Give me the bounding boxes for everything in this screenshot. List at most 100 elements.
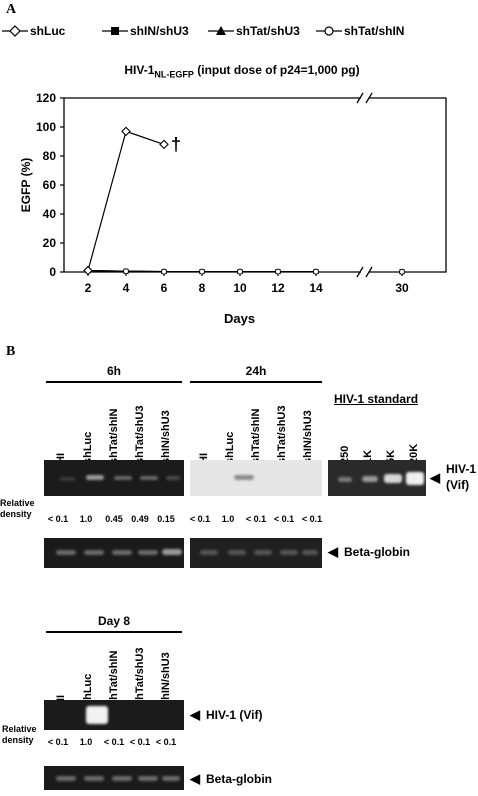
density-6h-shin-shu3: 0.15 <box>157 514 175 524</box>
gel-band <box>86 475 104 480</box>
group-rule-day8 <box>46 631 182 633</box>
lane-label-shin-shu3: shIN/shU3 <box>160 410 172 464</box>
data-point-shtat-shin <box>313 268 319 275</box>
x-tick-label: 6 <box>161 281 168 295</box>
arrow-icon: ◀ <box>190 707 200 722</box>
gel-band <box>138 776 158 781</box>
x-tick-label: 4 <box>123 281 130 295</box>
vif-label-line2: (Vif) <box>446 478 470 492</box>
gel-band <box>114 476 132 480</box>
hiv1-standard-title: HIV-1 standard <box>334 392 419 406</box>
data-point-shtat-shin <box>275 268 281 275</box>
relative-density-label: Relative density <box>0 498 35 520</box>
gel-band <box>384 474 402 483</box>
relative-density-line1: Relative <box>2 724 37 734</box>
relative-density-label-day8: Relative density <box>2 724 37 746</box>
dagger-mark: † <box>171 134 181 154</box>
lane-label-shtat-shin: shTat/shIN <box>250 408 262 464</box>
gel-vif-6h <box>44 460 184 496</box>
gel-band <box>140 476 158 480</box>
time-label-24h: 24h <box>245 364 267 378</box>
density-day8-hi: < 0.1 <box>47 737 69 747</box>
plot-frame <box>63 97 447 273</box>
axis-break-mark <box>365 266 373 278</box>
y-tick-label: 60 <box>43 178 57 192</box>
data-point-shtat-shin <box>399 268 405 275</box>
gel-band <box>406 472 424 485</box>
gel-beta-6h <box>44 538 184 568</box>
x-tick-label: 2 <box>85 281 92 295</box>
x-tick-label: 14 <box>309 281 323 295</box>
gel-band <box>86 706 108 724</box>
gel-band <box>362 476 378 482</box>
gel-vif-standard <box>328 460 426 496</box>
x-tick-label: 30 <box>395 281 409 295</box>
axis-break-mark <box>356 92 364 104</box>
density-6h-shtat-shin: 0.45 <box>105 514 123 524</box>
series-line-shluc <box>87 130 165 271</box>
y-tick-label: 100 <box>36 120 56 134</box>
gel-band <box>56 550 76 555</box>
density-day8-shtat-shin: < 0.1 <box>103 737 125 747</box>
density-day8-shin-shu3: < 0.1 <box>155 737 177 747</box>
density-24h-shin-shu3: < 0.1 <box>301 514 323 524</box>
arrow-icon: ◀ <box>430 470 440 485</box>
egfp-line-chart: 0 20 40 60 80 100 120 2 4 6 8 10 12 14 30 EGFP (%) † <box>19 91 447 295</box>
data-point-shluc <box>83 265 93 276</box>
gel-band <box>162 776 180 781</box>
relative-density-line1: Relative <box>0 498 35 508</box>
density-24h-shtat-shu3: < 0.1 <box>273 514 295 524</box>
group-rule-24h <box>190 381 322 383</box>
y-tick-label: 80 <box>43 149 57 163</box>
data-point-shtat-shin <box>237 268 243 275</box>
data-point-shtat-shin <box>199 268 205 275</box>
arrow-icon: ◀ <box>190 771 200 786</box>
time-label-6h: 6h <box>106 364 121 378</box>
gel-beta-24h <box>190 538 322 568</box>
chart-legend: shLuc shIN/shU3 shTat/shU3 shTat/shIN <box>2 24 472 40</box>
y-tick-label: 120 <box>36 91 56 105</box>
density-day8-shluc: 1.0 <box>79 737 93 747</box>
lane-label-shin-shu3: shIN/shU3 <box>160 652 172 706</box>
gel-band <box>280 550 298 555</box>
relative-density-line2: density <box>0 509 32 519</box>
gel-beta-day8 <box>44 766 184 790</box>
lane-label-shtat-shin: shTat/shIN <box>108 650 120 706</box>
group-rule-6h <box>46 381 182 383</box>
gel-band <box>112 776 132 781</box>
relative-density-line2: density <box>2 735 34 745</box>
filled-triangle-marker-icon <box>208 26 234 35</box>
y-tick-label: 20 <box>43 236 57 250</box>
gel-vif-24h <box>190 460 322 496</box>
chart-title: HIV-1NL-EGFP (input dose of p24=1,000 pg… <box>62 63 422 79</box>
lane-label-shtat-shu3: shTat/shU3 <box>134 647 146 706</box>
legend-label-shtat-shin: shTat/shIN <box>344 24 405 38</box>
gel-band <box>254 550 272 555</box>
panel-a-letter: A <box>6 2 17 17</box>
beta-globin-label-day8: Beta-globin <box>206 772 272 786</box>
density-6h-shluc: 1.0 <box>79 514 93 524</box>
gel-vif-day8 <box>44 700 184 730</box>
density-24h-shtat-shin: < 0.1 <box>245 514 267 524</box>
gel-band <box>112 550 132 555</box>
data-point-shluc <box>121 126 131 137</box>
gel-band <box>200 550 218 555</box>
lane-label-shtat-shin: shTat/shIN <box>108 408 120 464</box>
chart-title-rest: (input dose of p24=1,000 pg) <box>193 63 360 77</box>
lane-label-shtat-shu3: shTat/shU3 <box>134 405 146 464</box>
gel-band <box>228 550 246 555</box>
x-tick-label: 8 <box>199 281 206 295</box>
legend-label-shin-shu3: shIN/shU3 <box>130 24 189 38</box>
data-point-shtat-shin <box>161 268 167 275</box>
panel-b-letter: B <box>6 344 16 359</box>
gel-band <box>84 550 104 555</box>
lane-label-shin-shu3: shIN/shU3 <box>302 410 314 464</box>
vif-label-day8: HIV-1 (Vif) <box>206 708 263 722</box>
vif-label-line1: HIV-1 <box>446 462 477 476</box>
x-axis-title: Days <box>224 311 256 326</box>
axis-break-mark <box>356 266 364 278</box>
data-point-shtat-shin <box>123 268 129 275</box>
beta-globin-label: Beta-globin <box>344 545 410 559</box>
y-tick-label: 40 <box>43 207 57 221</box>
arrow-icon: ◀ <box>328 544 338 559</box>
